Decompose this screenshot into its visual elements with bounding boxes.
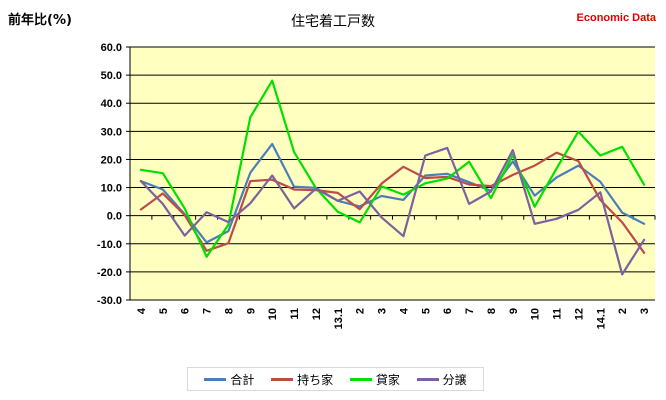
x-tick-label: 5 (420, 308, 432, 314)
x-tick-label: 9 (508, 308, 520, 314)
y-tick-label: 20.0 (101, 154, 122, 166)
legend-label-rental: 貸家 (375, 372, 400, 387)
legend-swatch-condo (416, 377, 439, 381)
legend-item-condo: 分譲 (416, 371, 467, 388)
x-axis: 4 5 6 7 8 9 10 11 12 13.1 2 3 4 5 6 7 8 9 10 11 12 14.1 2 3 (129, 215, 656, 329)
y-tick-label: 60.0 (101, 42, 122, 54)
x-tick-label: 2 (355, 308, 367, 314)
y-tick-label: 40.0 (101, 98, 122, 110)
series-line-2 (139, 79, 646, 258)
x-tick-label: 2 (617, 308, 629, 314)
legend: 合計 持ち家 貸家 分譲 (187, 367, 484, 391)
x-tick-label: 14.1 (595, 308, 607, 329)
x-tick-label: 5 (158, 308, 170, 314)
legend-item-owner: 持ち家 (271, 371, 333, 388)
legend-label-total: 合計 (230, 372, 255, 387)
legend-item-rental: 貸家 (349, 371, 400, 388)
x-tick-label: 13.1 (333, 308, 345, 329)
x-tick-label: 10 (530, 308, 542, 320)
x-tick-label: 8 (223, 308, 235, 314)
x-tick-label: 12 (311, 308, 323, 320)
legend-swatch-owner (271, 377, 294, 381)
legend-swatch-total (204, 377, 227, 381)
series-line-1 (139, 151, 646, 254)
x-tick-label: 4 (398, 307, 410, 314)
x-tick-label: 12 (573, 308, 585, 320)
brand-label: Economic Data (576, 12, 656, 24)
x-tick-label: 6 (180, 308, 192, 314)
legend-label-condo: 分譲 (442, 372, 467, 387)
y-tick-label: -20.0 (97, 267, 122, 279)
x-tick-label: 4 (136, 307, 148, 314)
y-axis-title: 前年比(%) (8, 13, 72, 28)
y-tick-label: 10.0 (101, 183, 122, 195)
x-tick-label: 6 (442, 308, 454, 314)
gridlines (130, 46, 655, 301)
y-tick-label: -10.0 (97, 239, 122, 251)
x-tick-label: 11 (289, 308, 301, 320)
legend-label-owner: 持ち家 (297, 372, 334, 387)
series-line-3 (139, 146, 646, 276)
y-tick-label: -30.0 (97, 295, 122, 307)
legend-swatch-rental (349, 377, 372, 381)
y-tick-label: 30.0 (101, 126, 122, 138)
x-tick-label: 3 (377, 308, 389, 314)
legend-item-total: 合計 (204, 371, 254, 388)
chart-title: 住宅着工戸数 (291, 14, 375, 30)
plot-area (130, 47, 655, 300)
series-line-0 (139, 142, 646, 244)
y-tick-label: 50.0 (101, 70, 122, 82)
y-tick-label: 0.0 (107, 211, 122, 223)
series-lines (139, 79, 646, 276)
y-axis: -30.0 -20.0 -10.0 0.0 10.0 20.0 30.0 40.0 50.0 60… (97, 42, 131, 307)
x-tick-label: 7 (202, 308, 214, 314)
x-tick-label: 9 (245, 308, 257, 314)
x-tick-label: 3 (639, 308, 651, 314)
x-tick-label: 11 (552, 308, 564, 320)
x-tick-label: 7 (464, 308, 476, 314)
x-tick-label: 8 (486, 308, 498, 314)
x-tick-label: 10 (267, 308, 279, 320)
